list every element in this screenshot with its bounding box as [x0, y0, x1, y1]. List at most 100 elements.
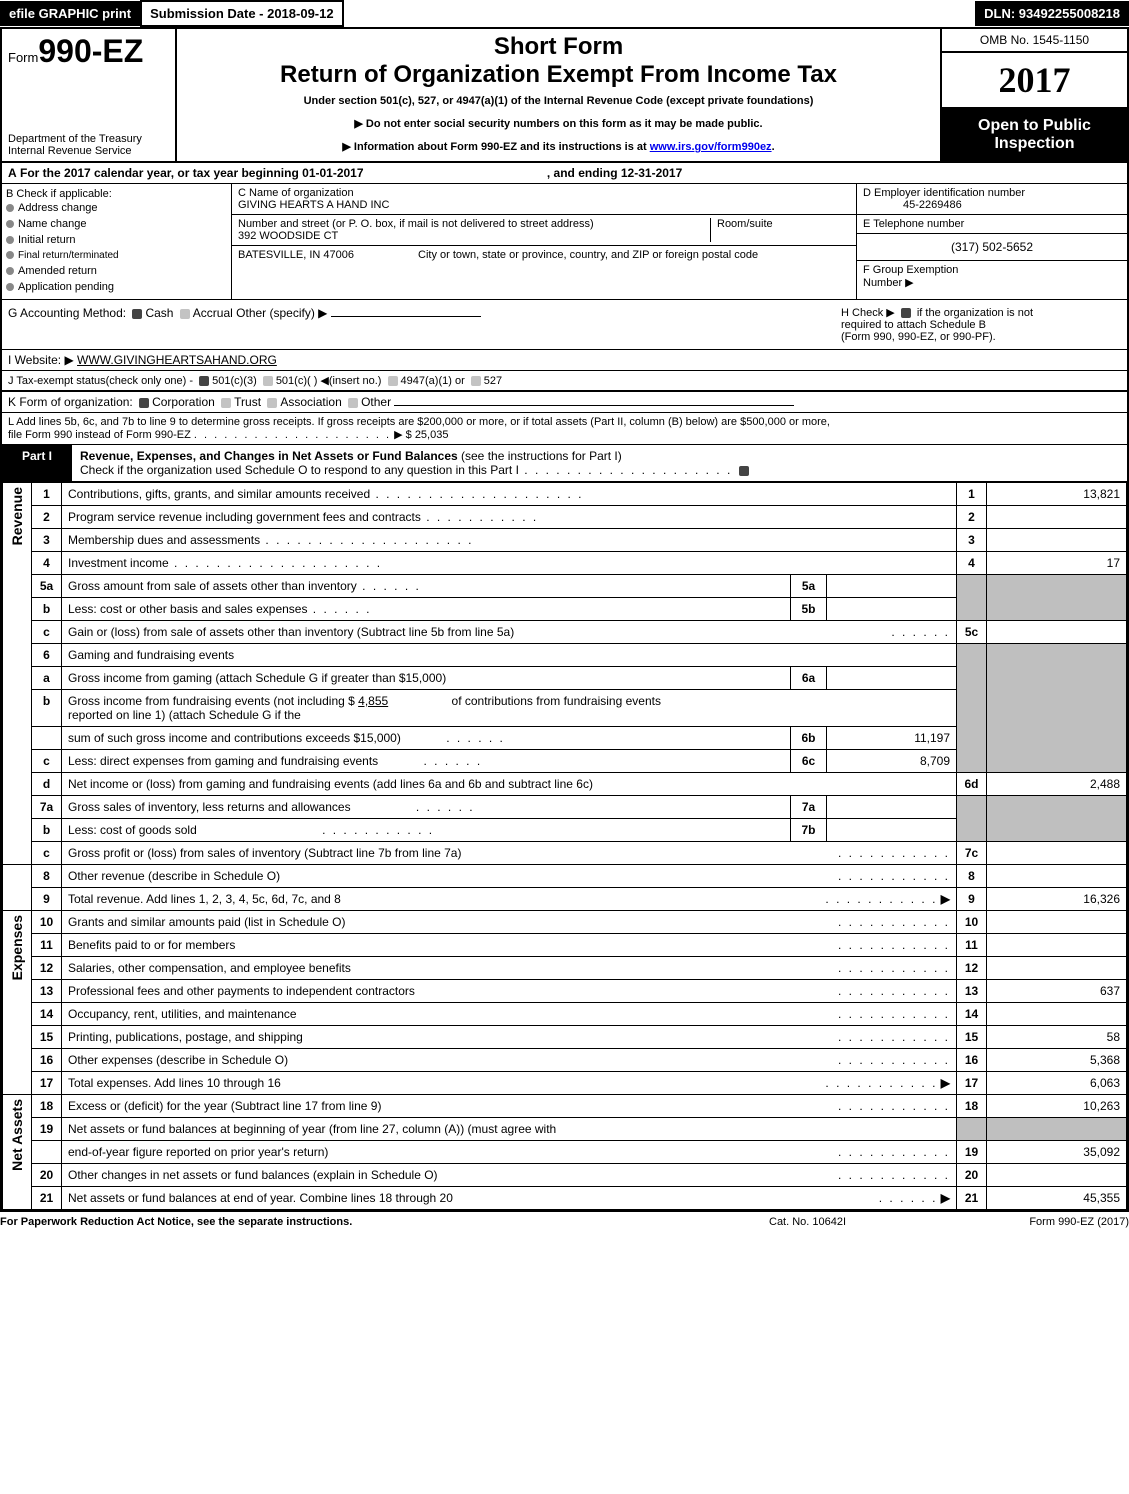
k-other: Other	[361, 395, 391, 409]
l5-greyval	[987, 575, 1127, 621]
j-4947-check[interactable]	[388, 376, 398, 386]
l5c-desc: Gain or (loss) from sale of assets other…	[62, 621, 957, 644]
l8-desc: Other revenue (describe in Schedule O)	[62, 865, 957, 888]
l19b-desc: end-of-year figure reported on prior yea…	[62, 1141, 957, 1164]
city-value: BATESVILLE, IN 47006	[238, 249, 418, 261]
calendar-year-text: A For the 2017 calendar year, or tax yea…	[2, 163, 688, 183]
org-name: GIVING HEARTS A HAND INC	[238, 199, 389, 211]
street-block: Number and street (or P. O. box, if mail…	[232, 215, 856, 246]
l11-desc: Benefits paid to or for members	[62, 934, 957, 957]
room-label: Room/suite	[717, 218, 773, 230]
part-1-label: Part I	[2, 445, 72, 481]
l9-val: 16,326	[987, 888, 1127, 911]
l21-desc: Net assets or fund balances at end of ye…	[62, 1187, 957, 1210]
l7c-val	[987, 842, 1127, 865]
l12-num: 12	[32, 957, 62, 980]
l6-greyval	[987, 644, 1127, 773]
l5a-sub: 5a	[791, 575, 827, 598]
line-3: 3 Membership dues and assessments 3	[3, 529, 1127, 552]
l2-val	[987, 506, 1127, 529]
j-501c3-check[interactable]	[199, 376, 209, 386]
h-checkbox[interactable]	[901, 308, 911, 318]
check-amended-return[interactable]: Amended return	[6, 263, 227, 279]
l4-desc: Investment income	[62, 552, 957, 575]
l14-num: 14	[32, 1003, 62, 1026]
k-other-check[interactable]	[348, 398, 358, 408]
irs-label: Internal Revenue Service	[8, 145, 169, 157]
l7a-subval	[827, 796, 957, 819]
h-if: if the organization is	[917, 307, 1015, 319]
cash-checkbox[interactable]	[132, 309, 142, 319]
l18-desc: Excess or (deficit) for the year (Subtra…	[62, 1095, 957, 1118]
sections-d-e-f: D Employer identification number 45-2269…	[857, 184, 1127, 299]
l6b2-desc: sum of such gross income and contributio…	[62, 727, 791, 750]
l6b-contrib: of contributions from fundraising events	[452, 694, 661, 708]
section-f: F Group Exemption Number ▶	[857, 261, 1127, 292]
efile-print-button[interactable]: efile GRAPHIC print	[0, 1, 140, 26]
l10-val	[987, 911, 1127, 934]
l19b-num	[32, 1141, 62, 1164]
l12-val	[987, 957, 1127, 980]
netassets-side: Net Assets	[3, 1095, 32, 1210]
sections-b-to-f: B Check if applicable: Address change Na…	[2, 184, 1127, 300]
l6b2-num	[32, 727, 62, 750]
l5-grey	[957, 575, 987, 621]
l8-ref: 8	[957, 865, 987, 888]
l17-num: 17	[32, 1072, 62, 1095]
irs-link[interactable]: www.irs.gov/form990ez	[650, 141, 772, 153]
l7c-desc: Gross profit or (loss) from sales of inv…	[62, 842, 957, 865]
l19-num: 19	[32, 1118, 62, 1141]
header-center: Short Form Return of Organization Exempt…	[177, 29, 942, 161]
header-right: OMB No. 1545-1150 2017 Open to Public In…	[942, 29, 1127, 161]
l14-ref: 14	[957, 1003, 987, 1026]
l2-ref: 2	[957, 506, 987, 529]
omb-number: OMB No. 1545-1150	[942, 29, 1127, 53]
l1-val: 13,821	[987, 483, 1127, 506]
k-trust-check[interactable]	[221, 398, 231, 408]
j-527-check[interactable]	[471, 376, 481, 386]
city-label: City or town, state or province, country…	[418, 249, 758, 261]
page-footer: For Paperwork Reduction Act Notice, see …	[0, 1212, 1129, 1232]
revenue-side: Revenue	[3, 483, 32, 865]
line-12: 12 Salaries, other compensation, and emp…	[3, 957, 1127, 980]
line-6: 6 Gaming and fundraising events	[3, 644, 1127, 667]
website-value[interactable]: WWW.GIVINGHEARTSAHAND.ORG	[77, 353, 277, 367]
check-address-change[interactable]: Address change	[6, 200, 227, 216]
submission-date-box: Submission Date - 2018-09-12	[140, 0, 344, 27]
check-name-change[interactable]: Name change	[6, 216, 227, 232]
j-4947: 4947(a)(1) or	[401, 375, 465, 387]
line-8: 8 Other revenue (describe in Schedule O)…	[3, 865, 1127, 888]
section-e-label: E Telephone number	[857, 215, 1127, 234]
part-1-title: Revenue, Expenses, and Changes in Net As…	[80, 449, 458, 463]
cash-label: Cash	[145, 306, 173, 320]
h-not: not	[1018, 307, 1033, 319]
k-corp-check[interactable]	[139, 398, 149, 408]
l5c-num: c	[32, 621, 62, 644]
l7a-desc: Gross sales of inventory, less returns a…	[62, 796, 791, 819]
j-501c3: 501(c)(3)	[212, 375, 257, 387]
l4-ref: 4	[957, 552, 987, 575]
check-initial-return[interactable]: Initial return	[6, 232, 227, 248]
part-1-checkbox[interactable]	[739, 466, 749, 476]
expenses-side: Expenses	[3, 911, 32, 1095]
l6c-desc: Less: direct expenses from gaming and fu…	[62, 750, 791, 773]
l4-num: 4	[32, 552, 62, 575]
j-527: 527	[484, 375, 502, 387]
l6a-sub: 6a	[791, 667, 827, 690]
l7b-subval	[827, 819, 957, 842]
city-block: BATESVILLE, IN 47006 City or town, state…	[232, 246, 856, 264]
l5a-subval	[827, 575, 957, 598]
accrual-checkbox[interactable]	[180, 309, 190, 319]
k-assoc-check[interactable]	[267, 398, 277, 408]
line-5c: c Gain or (loss) from sale of assets oth…	[3, 621, 1127, 644]
check-application-pending[interactable]: Application pending	[6, 279, 227, 295]
l11-val	[987, 934, 1127, 957]
line-20: 20 Other changes in net assets or fund b…	[3, 1164, 1127, 1187]
cal-mid: , and ending	[547, 166, 621, 180]
j-501c-check[interactable]	[263, 376, 273, 386]
section-b: B Check if applicable: Address change Na…	[2, 184, 232, 299]
info-pre: ▶ Information about Form 990-EZ and its …	[342, 141, 649, 153]
short-form-title: Short Form	[183, 33, 934, 61]
check-final-return[interactable]: Final return/terminated	[6, 248, 227, 263]
return-title: Return of Organization Exempt From Incom…	[183, 61, 934, 89]
